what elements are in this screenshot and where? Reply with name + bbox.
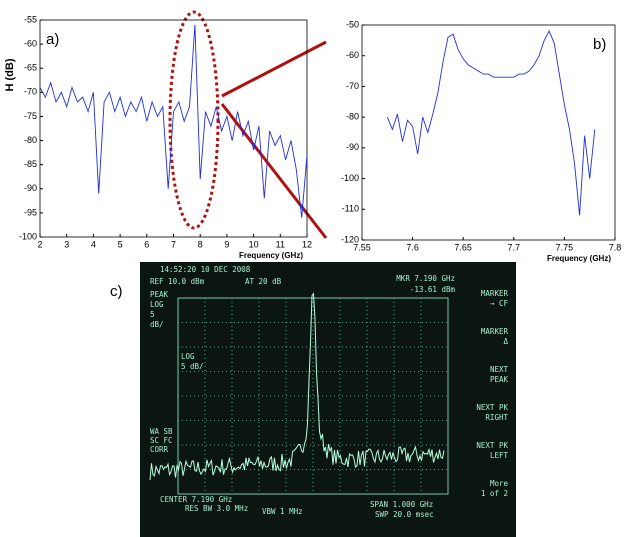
screen-text: LOG [150, 300, 164, 309]
screen-text: WA SB [150, 427, 173, 436]
y-tick-label: -90 [346, 142, 359, 152]
screen-text: AT 20 dB [245, 277, 282, 286]
screen-text: CORR [150, 445, 169, 454]
screen-text: 5 dB/ [181, 362, 204, 371]
y-tick-label: -80 [24, 135, 37, 145]
y-tick-label: -100 [19, 231, 37, 241]
x-tick-label: 7.7 [508, 242, 521, 252]
x-axis-label: Frequency (GHz) [239, 251, 303, 260]
screen-text: RIGHT [485, 413, 508, 422]
screen-text: REF 10.0 dBm [150, 277, 205, 286]
screen-text: 5 [150, 310, 155, 319]
y-tick-label: -100 [341, 173, 359, 183]
zoom-line [221, 40, 327, 98]
y-tick-label: -80 [346, 112, 359, 122]
y-tick-label: -110 [342, 204, 359, 214]
screen-text: LOG [181, 352, 195, 361]
screen-text: Δ [503, 337, 508, 346]
y-tick-label: -75 [24, 111, 37, 121]
x-tick-label: 12 [302, 239, 312, 249]
x-tick-label: 2 [37, 239, 42, 249]
y-tick-label: -70 [24, 87, 37, 97]
x-tick-label: 7.8 [609, 242, 622, 252]
screen-text: More [490, 479, 509, 488]
panel-label: b) [593, 36, 606, 53]
x-tick-label: 7.65 [454, 242, 472, 252]
x-tick-label: 10 [249, 239, 259, 249]
screen-text: MARKER [481, 289, 509, 298]
screen-photo [140, 262, 516, 537]
data-line [39, 24, 308, 218]
plot-frame [39, 19, 308, 238]
x-tick-label: 7.75 [556, 242, 574, 252]
screen-text: PEAK [150, 290, 169, 299]
zoom-ellipse [168, 10, 220, 230]
y-tick-label: -60 [346, 50, 359, 60]
screen-text: NEXT PK [476, 403, 508, 412]
y-tick-label: -55 [24, 14, 37, 24]
plot-frame [361, 24, 616, 241]
x-tick-label: 5 [118, 239, 123, 249]
screen-text: SWP 20.0 msec [375, 510, 434, 519]
y-tick-label: -65 [24, 63, 37, 73]
screen-text: MARKER [481, 327, 509, 336]
screen-text: SC FC [150, 436, 173, 445]
screen-text: -13.61 dBm [410, 285, 456, 294]
screen-grid [178, 298, 448, 494]
screen-text: LEFT [490, 451, 509, 460]
panel-label: a) [46, 31, 59, 48]
screen-text: → CF [490, 299, 509, 308]
x-tick-label: 3 [64, 239, 69, 249]
zoom-line [220, 103, 328, 239]
screen-trace [149, 292, 445, 481]
screen-text: SPAN 1.000 GHz [370, 500, 433, 509]
screen-text: NEXT PK [476, 441, 508, 450]
x-tick-label: 8 [198, 239, 203, 249]
screen-text: dB/ [150, 320, 164, 329]
screen-text: RES BW 3.0 MHz [185, 504, 248, 513]
x-tick-label: 7.55 [353, 242, 371, 252]
y-tick-label: -85 [24, 159, 37, 169]
y-tick-label: -90 [24, 183, 37, 193]
x-axis-label: Frequency (GHz) [547, 254, 611, 263]
y-tick-label: -70 [346, 81, 359, 91]
x-tick-label: 7.6 [406, 242, 419, 252]
x-tick-label: 11 [276, 239, 285, 249]
y-tick-label: -95 [24, 207, 37, 217]
y-tick-label: -50 [346, 19, 359, 29]
y-tick-label: -60 [24, 38, 37, 48]
data-line [386, 30, 596, 216]
y-axis-label: H (dB) [4, 58, 16, 91]
screen-text: CENTER 7.190 GHz [160, 495, 232, 504]
panel-label: c) [110, 283, 123, 300]
screen-text: 1 of 2 [481, 489, 508, 498]
x-tick-label: 6 [144, 239, 149, 249]
x-tick-label: 9 [224, 239, 229, 249]
x-tick-label: 7 [171, 239, 176, 249]
screen-text: 14:52:20 10 DEC 2008 [160, 265, 251, 274]
screen-text: PEAK [490, 375, 509, 384]
x-tick-label: 4 [91, 239, 96, 249]
screen-text: VBW 1 MHz [262, 507, 303, 516]
y-tick-label: -120 [341, 234, 359, 244]
screen-text: NEXT [490, 365, 509, 374]
screen-text: MKR 7.190 GHz [396, 274, 455, 283]
